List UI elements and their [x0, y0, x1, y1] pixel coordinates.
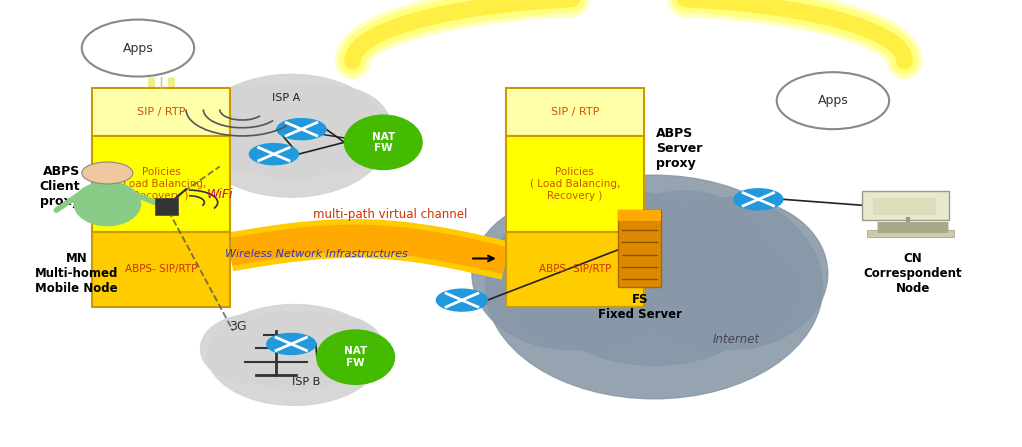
Text: Internet: Internet	[712, 333, 759, 346]
FancyBboxPatch shape	[867, 230, 954, 236]
Text: Policies
( Load Balancing,
Recovery ): Policies ( Load Balancing, Recovery )	[115, 167, 206, 201]
FancyBboxPatch shape	[506, 232, 644, 307]
Circle shape	[436, 289, 487, 311]
FancyBboxPatch shape	[618, 210, 661, 287]
FancyBboxPatch shape	[155, 198, 178, 215]
Text: ABPS- SIP/RTP: ABPS- SIP/RTP	[539, 265, 611, 274]
Circle shape	[277, 118, 326, 139]
Ellipse shape	[777, 72, 889, 129]
Ellipse shape	[75, 182, 141, 226]
Ellipse shape	[239, 312, 323, 370]
Ellipse shape	[230, 83, 323, 154]
Ellipse shape	[82, 20, 194, 76]
Text: Apps: Apps	[818, 94, 848, 107]
Ellipse shape	[472, 198, 667, 350]
Text: Apps: Apps	[123, 42, 153, 55]
FancyBboxPatch shape	[92, 136, 230, 232]
Text: Policies
( Load Balancing,
Recovery ): Policies ( Load Balancing, Recovery )	[529, 167, 620, 201]
Ellipse shape	[200, 315, 301, 383]
Ellipse shape	[207, 106, 301, 170]
Ellipse shape	[638, 233, 799, 350]
Ellipse shape	[186, 87, 299, 170]
Ellipse shape	[282, 106, 375, 170]
Text: NAT
FW: NAT FW	[344, 346, 367, 368]
FancyBboxPatch shape	[92, 232, 230, 307]
Circle shape	[249, 143, 298, 164]
Text: ABPS
Client
proxy: ABPS Client proxy	[39, 164, 80, 208]
FancyBboxPatch shape	[92, 88, 230, 136]
Text: FS
Fixed Server: FS Fixed Server	[598, 293, 682, 320]
Text: multi-path virtual channel: multi-path virtual channel	[313, 208, 468, 221]
Ellipse shape	[225, 103, 358, 179]
Ellipse shape	[279, 87, 391, 170]
Text: NAT
FW: NAT FW	[372, 131, 394, 153]
Circle shape	[82, 162, 133, 184]
Ellipse shape	[194, 74, 388, 197]
Text: Wireless Network Infrastructures: Wireless Network Infrastructures	[226, 249, 408, 259]
Text: ABPS- SIP/RTP: ABPS- SIP/RTP	[125, 265, 197, 274]
Text: SIP / RTP: SIP / RTP	[137, 107, 185, 117]
FancyBboxPatch shape	[873, 198, 936, 215]
Ellipse shape	[268, 312, 352, 370]
Ellipse shape	[633, 198, 828, 350]
Ellipse shape	[603, 191, 765, 320]
Text: SIP / RTP: SIP / RTP	[551, 107, 599, 117]
Text: CN
Correspondent
Node: CN Correspondent Node	[864, 252, 962, 295]
Text: MN
Multi-homed
Mobile Node: MN Multi-homed Mobile Node	[35, 252, 119, 295]
Text: ISP B: ISP B	[292, 377, 321, 387]
Text: WiFi: WiFi	[206, 189, 233, 202]
Ellipse shape	[509, 233, 671, 350]
Text: ABPS
Server
proxy: ABPS Server proxy	[656, 127, 702, 170]
Ellipse shape	[207, 304, 381, 405]
Text: ISP A: ISP A	[272, 93, 300, 103]
FancyBboxPatch shape	[862, 190, 949, 220]
Text: 3G: 3G	[229, 320, 247, 333]
Ellipse shape	[262, 83, 356, 154]
Ellipse shape	[317, 330, 394, 384]
Ellipse shape	[344, 115, 422, 169]
Ellipse shape	[485, 175, 823, 399]
FancyBboxPatch shape	[506, 88, 644, 136]
Ellipse shape	[283, 315, 384, 383]
Ellipse shape	[548, 191, 709, 320]
FancyBboxPatch shape	[506, 136, 644, 232]
Ellipse shape	[220, 331, 303, 383]
Circle shape	[734, 189, 783, 210]
FancyBboxPatch shape	[618, 210, 661, 221]
Ellipse shape	[540, 227, 769, 365]
Ellipse shape	[285, 331, 369, 383]
Ellipse shape	[235, 328, 354, 390]
Circle shape	[267, 333, 316, 354]
